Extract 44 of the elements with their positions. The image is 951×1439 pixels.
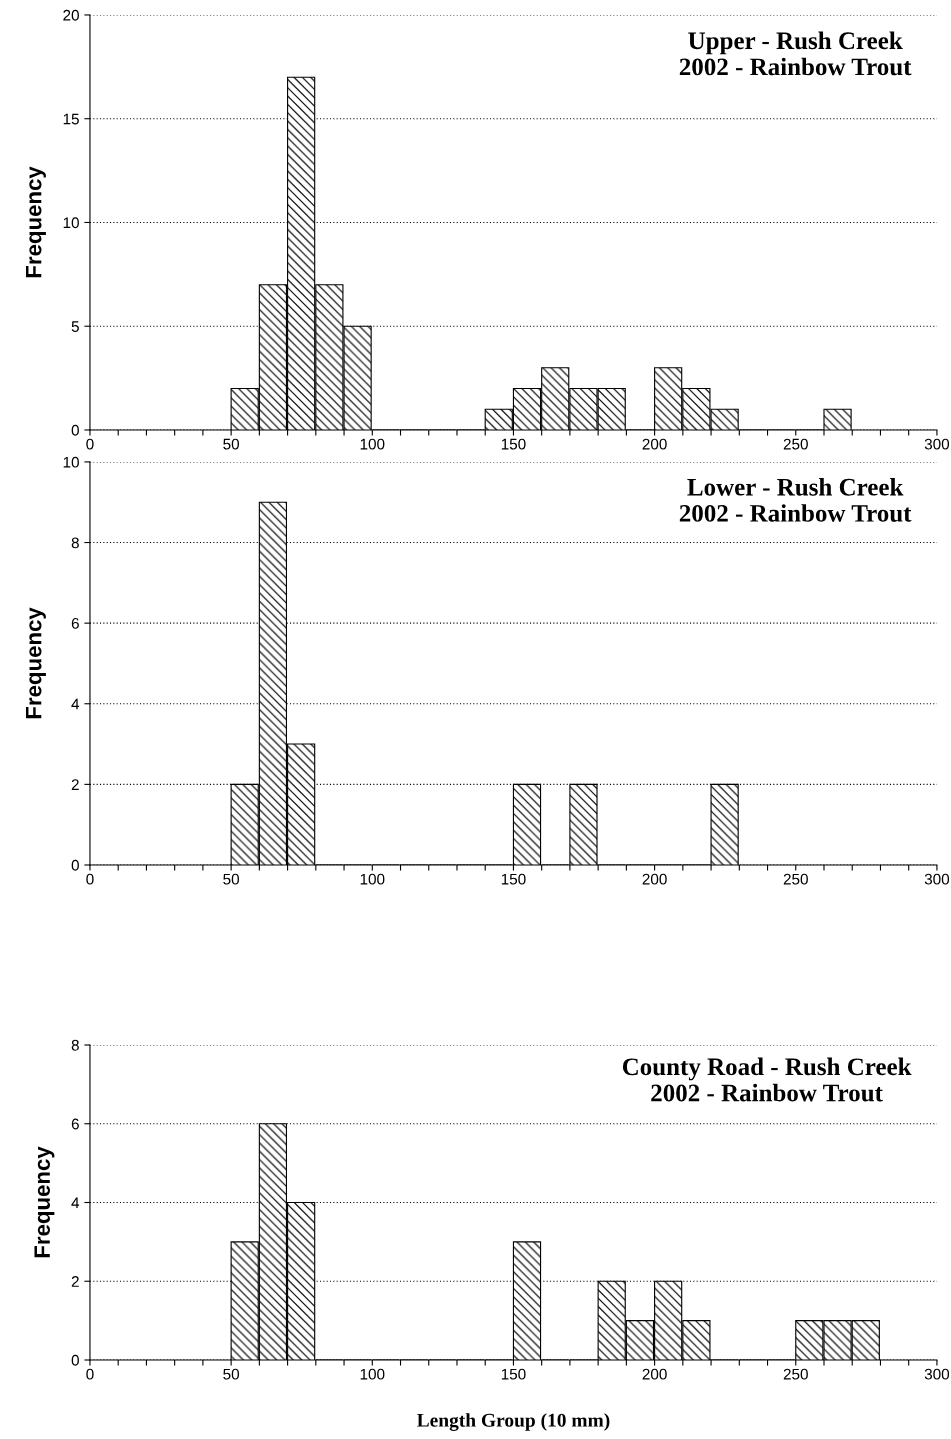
y-tick-label: 2 <box>71 1276 79 1287</box>
y-tick-label: 2 <box>71 779 79 790</box>
y-tick-label: 4 <box>71 1197 80 1209</box>
text: Lower - Rush Creek 2002 - Rainbow Trout <box>679 478 912 522</box>
y-tick-label: 5 <box>71 321 79 332</box>
x-tick-label: 150 <box>501 873 526 885</box>
y-axis-title: Frequency <box>34 1146 55 1258</box>
y-tick-label: 4 <box>71 698 80 710</box>
text: County Road - Rush Creek 2002 - Rainbow Trout <box>622 1057 912 1102</box>
x-tick-label: 150 <box>501 438 526 450</box>
x-tick-label: 300 <box>924 1368 950 1380</box>
x-tick-label: 0 <box>86 873 94 885</box>
y-tick-label: 20 <box>63 9 79 21</box>
x-tick-label: 0 <box>86 438 94 450</box>
x-tick-label: 250 <box>783 1368 808 1380</box>
x-tick-label: 0 <box>86 1368 94 1380</box>
y-tick-label: 6 <box>71 1118 79 1130</box>
y-axis-title: Frequency <box>25 166 46 278</box>
x-tick-label: 50 <box>223 1368 240 1380</box>
y-tick-label: 10 <box>63 456 79 468</box>
x-tick-label: 150 <box>501 1368 526 1380</box>
x-tick-label: 250 <box>783 438 808 450</box>
y-axis-title: Frequency <box>25 607 46 719</box>
x-tick-label: 50 <box>223 873 240 885</box>
x-axis-title: Length Group (10 mm) <box>417 1413 610 1431</box>
y-tick-label: 6 <box>71 618 79 629</box>
y-tick-label: 8 <box>71 537 79 549</box>
x-tick-label: 100 <box>360 873 385 885</box>
x-tick-label: 100 <box>360 438 385 450</box>
x-tick-label: 250 <box>783 873 808 885</box>
x-tick-label: 300 <box>924 873 950 885</box>
y-tick-label: 8 <box>71 1039 79 1051</box>
text: Upper - Rush Creek 2002 - Rainbow Trout <box>679 31 912 76</box>
x-tick-label: 200 <box>642 438 667 450</box>
x-tick-label: 100 <box>360 1368 385 1380</box>
x-tick-label: 50 <box>223 438 240 450</box>
y-tick-label: 0 <box>71 859 79 871</box>
y-tick-label: 15 <box>63 113 79 125</box>
x-tick-label: 200 <box>642 1368 667 1380</box>
y-tick-label: 0 <box>71 1354 79 1366</box>
y-tick-label: 0 <box>71 424 79 436</box>
y-tick-label: 10 <box>63 217 79 229</box>
x-tick-label: 300 <box>924 438 950 450</box>
x-tick-label: 200 <box>642 873 667 885</box>
